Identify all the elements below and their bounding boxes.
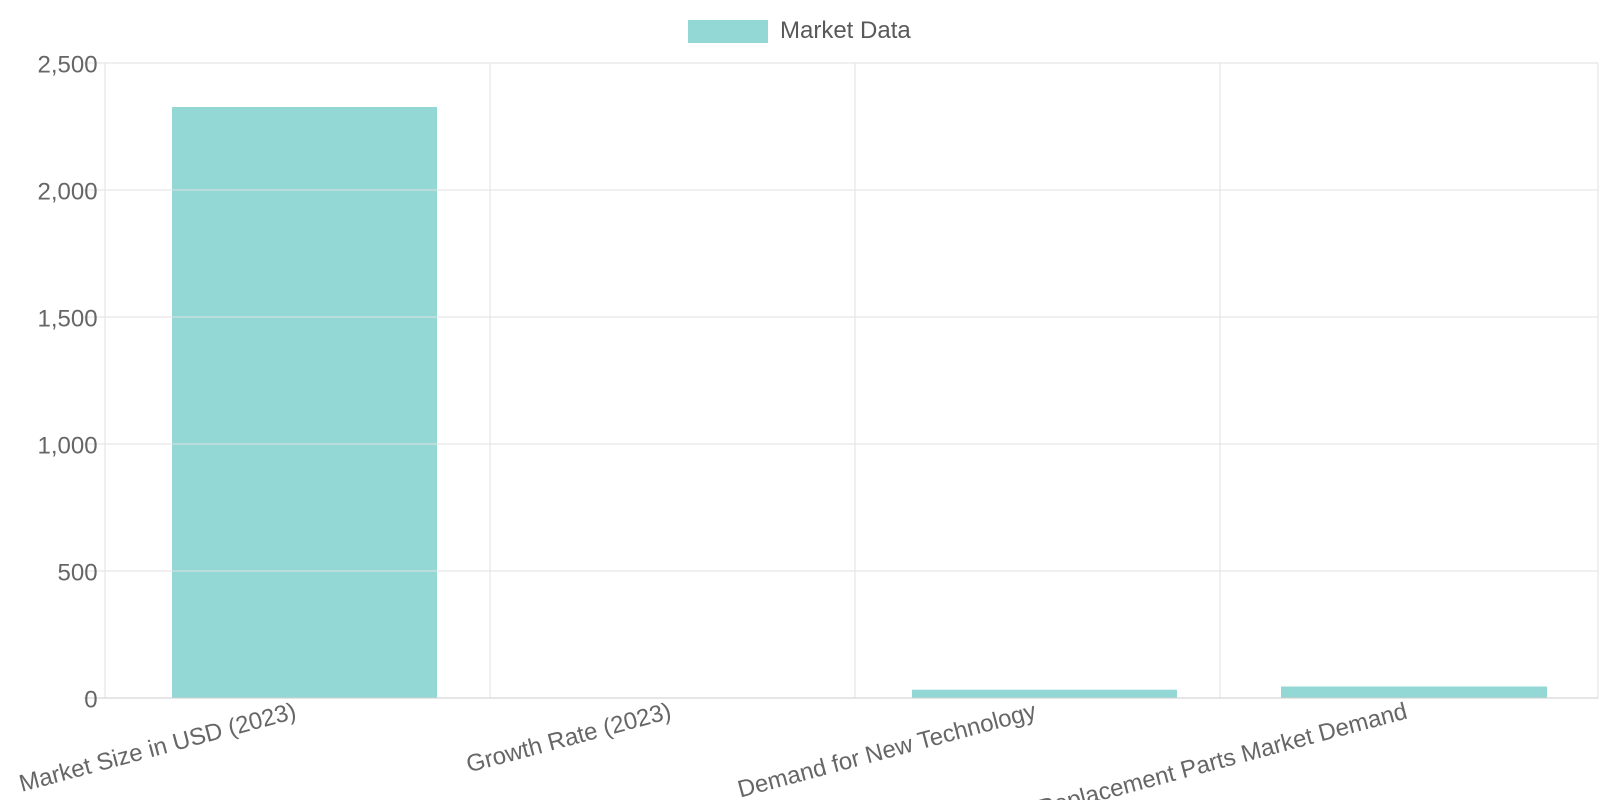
svg-text:500: 500 <box>58 560 98 587</box>
svg-text:Demand for New Technology: Demand for New Technology <box>735 698 1039 800</box>
svg-text:Market Data: Market Data <box>780 17 911 44</box>
svg-text:0: 0 <box>84 687 97 714</box>
svg-text:Market Size in USD (2023): Market Size in USD (2023) <box>16 698 299 798</box>
svg-text:1,500: 1,500 <box>38 306 98 333</box>
svg-text:2,000: 2,000 <box>38 179 98 206</box>
svg-text:Replacement Parts Market Deman: Replacement Parts Market Demand <box>1035 698 1410 800</box>
svg-text:1,000: 1,000 <box>38 433 98 460</box>
svg-text:2,500: 2,500 <box>38 52 98 79</box>
svg-text:Growth Rate (2023): Growth Rate (2023) <box>463 698 674 779</box>
